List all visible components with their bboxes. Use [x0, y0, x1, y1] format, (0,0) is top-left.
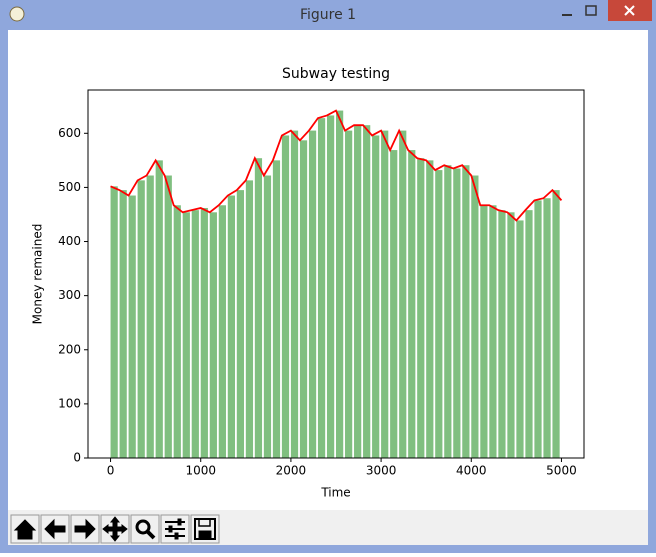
- forward-button[interactable]: [70, 514, 100, 544]
- bar: [272, 160, 281, 458]
- chart-title: Subway testing: [282, 66, 390, 82]
- bar: [363, 125, 371, 459]
- plot: 0 1000 2000 3000 4000 5000 0 100 200 300 400 500 600: [58, 89, 585, 478]
- bar: [164, 175, 172, 458]
- bar: [480, 205, 488, 458]
- back-button[interactable]: [40, 514, 70, 544]
- bar: [299, 140, 308, 458]
- bar: [209, 212, 217, 458]
- bar: [146, 175, 154, 458]
- app-icon: [9, 6, 25, 22]
- close-button[interactable]: [608, 0, 652, 21]
- y-axis-label: Money remained: [31, 224, 45, 325]
- configure-button[interactable]: [160, 514, 190, 544]
- x-axis-label: Time: [320, 486, 350, 500]
- x-tick-label: 0: [107, 464, 115, 478]
- maximize-button[interactable]: [585, 5, 597, 16]
- home-button[interactable]: [10, 514, 40, 544]
- y-tick-label: 200: [58, 342, 81, 356]
- bar: [200, 207, 208, 458]
- bar: [245, 180, 254, 458]
- bar: [426, 160, 434, 458]
- window-title: Figure 1: [300, 7, 356, 23]
- plot-frame: [87, 89, 585, 459]
- bar: [290, 130, 299, 458]
- bar: [182, 212, 190, 458]
- y-tick-label: 500: [58, 180, 81, 194]
- bar: [507, 212, 515, 458]
- bar: [254, 158, 263, 458]
- bar: [534, 200, 542, 458]
- pan-button[interactable]: [100, 514, 130, 544]
- y-tick-label: 600: [58, 126, 81, 140]
- x-tick-label: 2000: [276, 464, 307, 478]
- bar: [498, 210, 506, 458]
- bar: [128, 195, 136, 458]
- bar: [435, 170, 443, 458]
- bar: [281, 135, 290, 459]
- y-tick-label: 0: [73, 451, 81, 465]
- bar: [317, 118, 326, 458]
- bar: [336, 110, 344, 459]
- y-tick-label: 300: [58, 288, 81, 302]
- bar: [263, 175, 272, 458]
- bar: [218, 205, 226, 458]
- bar: [471, 175, 479, 458]
- bar: [552, 190, 560, 458]
- y-tick-label: 100: [58, 396, 81, 410]
- line: [110, 109, 563, 222]
- bar: [137, 180, 145, 458]
- x-tick-label: 5000: [546, 464, 577, 478]
- x-tick-label: 4000: [456, 464, 487, 478]
- bar: [390, 150, 398, 458]
- save-button[interactable]: [190, 514, 220, 544]
- x-tick-label: 3000: [366, 464, 397, 478]
- bar: [110, 186, 118, 458]
- bar: [236, 190, 245, 458]
- minimize-button[interactable]: [554, 1, 580, 21]
- bar: [227, 195, 235, 458]
- bar: [191, 210, 199, 458]
- bar: [417, 158, 425, 458]
- bar: [516, 220, 524, 458]
- bar: [345, 130, 353, 458]
- bar: [444, 165, 452, 459]
- bar: [381, 130, 389, 458]
- bar: [372, 135, 380, 459]
- bar: [453, 168, 461, 458]
- bar: [119, 190, 127, 458]
- bar: [489, 205, 497, 458]
- bar: [354, 125, 362, 459]
- bar: [155, 160, 163, 458]
- bar: [462, 165, 470, 459]
- y-tick-label: 400: [58, 234, 81, 248]
- bar: [408, 150, 416, 458]
- x-tick-label: 1000: [185, 464, 216, 478]
- bar: [326, 115, 335, 458]
- bar: [525, 210, 533, 458]
- bar: [543, 198, 551, 458]
- bar: [399, 130, 407, 458]
- bar: [308, 130, 317, 458]
- bar: [173, 205, 181, 458]
- zoom-button[interactable]: [130, 514, 160, 544]
